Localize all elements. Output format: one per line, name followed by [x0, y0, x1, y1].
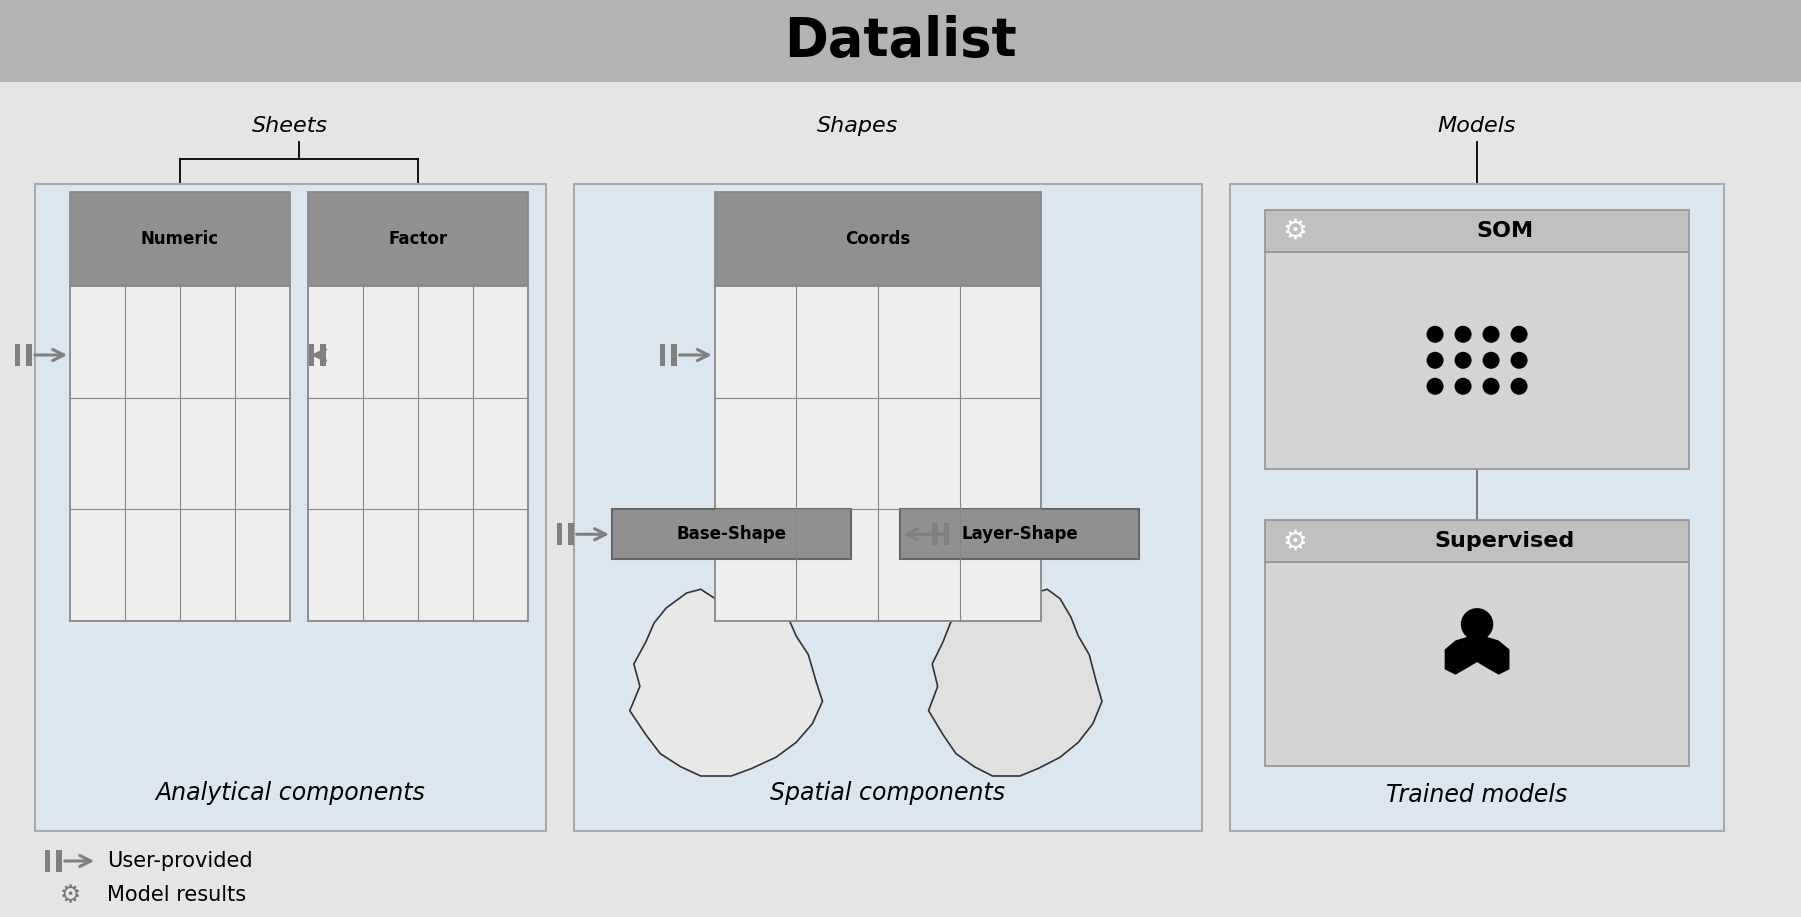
Text: Layer-Shape: Layer-Shape	[962, 525, 1079, 543]
Circle shape	[1455, 378, 1471, 395]
Text: Shapes: Shapes	[818, 116, 899, 136]
FancyBboxPatch shape	[569, 524, 575, 546]
FancyBboxPatch shape	[34, 184, 546, 831]
Text: Trained models: Trained models	[1387, 783, 1567, 807]
FancyBboxPatch shape	[944, 524, 949, 546]
Text: Models: Models	[1437, 116, 1516, 136]
Circle shape	[1511, 326, 1527, 343]
Circle shape	[1511, 378, 1527, 395]
FancyBboxPatch shape	[659, 344, 665, 366]
Circle shape	[1455, 352, 1471, 369]
FancyBboxPatch shape	[308, 192, 528, 286]
FancyBboxPatch shape	[1264, 252, 1689, 469]
FancyBboxPatch shape	[56, 850, 61, 872]
FancyBboxPatch shape	[1264, 562, 1689, 767]
Text: Analytical components: Analytical components	[155, 781, 425, 805]
Text: Base-Shape: Base-Shape	[675, 525, 787, 543]
FancyBboxPatch shape	[45, 850, 50, 872]
FancyBboxPatch shape	[672, 344, 677, 366]
FancyBboxPatch shape	[557, 524, 562, 546]
FancyBboxPatch shape	[575, 184, 1201, 831]
Text: ⚙: ⚙	[1282, 527, 1308, 556]
FancyBboxPatch shape	[900, 509, 1140, 559]
FancyBboxPatch shape	[308, 286, 528, 621]
FancyBboxPatch shape	[70, 192, 290, 286]
FancyBboxPatch shape	[715, 192, 1041, 286]
Text: User-provided: User-provided	[106, 851, 252, 871]
FancyBboxPatch shape	[1264, 521, 1689, 562]
Circle shape	[1482, 326, 1500, 343]
Text: SOM: SOM	[1477, 221, 1533, 241]
FancyBboxPatch shape	[715, 286, 1041, 621]
Text: ⚙: ⚙	[1282, 217, 1308, 245]
FancyBboxPatch shape	[14, 344, 20, 366]
Circle shape	[1455, 326, 1471, 343]
FancyBboxPatch shape	[1230, 184, 1724, 831]
Circle shape	[1426, 326, 1444, 343]
Text: Factor: Factor	[389, 230, 448, 249]
Polygon shape	[929, 590, 1102, 776]
FancyBboxPatch shape	[0, 0, 1801, 82]
FancyBboxPatch shape	[27, 344, 32, 366]
Circle shape	[1482, 378, 1500, 395]
Polygon shape	[1444, 636, 1509, 675]
FancyBboxPatch shape	[1264, 210, 1689, 252]
FancyBboxPatch shape	[933, 524, 938, 546]
FancyBboxPatch shape	[612, 509, 850, 559]
Circle shape	[1482, 352, 1500, 369]
Text: Model results: Model results	[106, 885, 247, 905]
Text: Numeric: Numeric	[140, 230, 220, 249]
Circle shape	[1511, 352, 1527, 369]
Circle shape	[1461, 608, 1493, 640]
Circle shape	[1426, 378, 1444, 395]
Text: Supervised: Supervised	[1434, 532, 1574, 551]
FancyBboxPatch shape	[321, 344, 326, 366]
Circle shape	[1426, 352, 1444, 369]
FancyBboxPatch shape	[308, 344, 313, 366]
Text: Spatial components: Spatial components	[771, 781, 1005, 805]
Text: Datalist: Datalist	[783, 15, 1018, 67]
Text: Coords: Coords	[845, 230, 911, 249]
Polygon shape	[630, 590, 823, 776]
Text: Sheets: Sheets	[252, 116, 328, 136]
FancyBboxPatch shape	[70, 286, 290, 621]
Text: ⚙: ⚙	[59, 883, 81, 907]
